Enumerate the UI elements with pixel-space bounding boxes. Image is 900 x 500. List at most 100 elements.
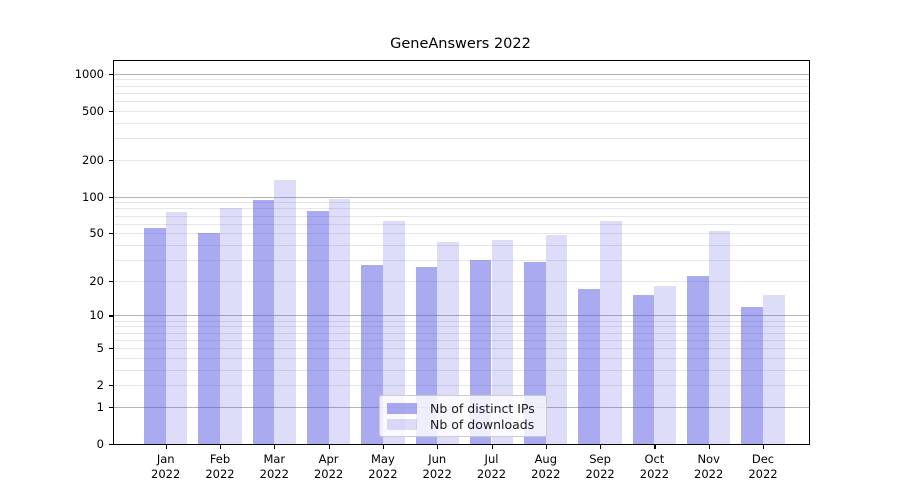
gridline-minor xyxy=(114,208,809,210)
gridline-minor xyxy=(114,92,809,94)
x-tick-mark xyxy=(763,445,765,449)
x-tick-label: Jul 2022 xyxy=(460,452,524,482)
bar-distinct-ips-may xyxy=(361,265,383,444)
x-tick-year: 2022 xyxy=(313,467,344,481)
legend-swatch-downloads xyxy=(387,418,417,430)
gridline-minor xyxy=(114,244,809,246)
gridline-minor xyxy=(114,332,809,334)
gridline-minor xyxy=(114,202,809,204)
y-tick-label: 500 xyxy=(82,103,104,118)
x-tick-mark xyxy=(600,445,602,449)
y-tick-label: 200 xyxy=(82,152,104,167)
bar-distinct-ips-jan xyxy=(144,228,166,444)
y-tick-label: 10 xyxy=(89,308,104,323)
y-tick-mark xyxy=(109,159,114,161)
y-tick-label: 2 xyxy=(96,378,104,393)
bar-distinct-ips-feb xyxy=(198,233,220,444)
plot-area: Nb of distinct IPs Nb of downloads 0 1 2 5 1… xyxy=(75,60,810,481)
legend-swatch-distinct-ips xyxy=(387,402,417,414)
y-tick-mark xyxy=(109,347,114,350)
legend-item-distinct-ips: Nb of distinct IPs xyxy=(387,400,538,416)
bar-downloads-oct xyxy=(654,286,677,444)
gridline-major xyxy=(114,315,809,317)
x-tick-label: May 2022 xyxy=(351,452,415,482)
x-tick-year: 2022 xyxy=(368,467,398,481)
bar-distinct-ips-mar xyxy=(252,200,275,444)
y-tick-mark xyxy=(109,73,114,75)
gridline-minor xyxy=(114,280,809,282)
x-tick-year: 2022 xyxy=(531,467,561,481)
bar-downloads-nov xyxy=(708,231,731,444)
x-tick-mark xyxy=(165,445,167,449)
bar-downloads-dec xyxy=(763,295,785,444)
y-tick-label: 50 xyxy=(89,226,104,241)
y-tick-mark xyxy=(109,444,114,446)
bar-distinct-ips-oct xyxy=(632,295,655,444)
x-tick-mark xyxy=(545,445,547,449)
gridline-minor xyxy=(114,85,809,87)
gridline-minor xyxy=(114,79,809,81)
x-tick-label: Feb 2022 xyxy=(188,452,252,482)
gridline-minor xyxy=(114,101,809,103)
legend-item-downloads: Nb of downloads xyxy=(387,416,538,432)
bar-distinct-ips-apr xyxy=(306,211,329,444)
y-tick-mark xyxy=(109,110,114,112)
gridline-minor xyxy=(114,215,809,217)
legend-label-distinct-ips: Nb of distinct IPs xyxy=(430,400,535,416)
bar-distinct-ips-nov xyxy=(687,275,709,444)
gridline-minor xyxy=(114,385,809,387)
x-tick-year: 2022 xyxy=(422,467,452,481)
y-tick-mark xyxy=(109,196,114,198)
bar-downloads-jan xyxy=(165,211,188,444)
x-tick-year: 2022 xyxy=(694,467,724,481)
bar-downloads-aug xyxy=(545,235,568,444)
x-tick-label: Mar 2022 xyxy=(242,452,306,482)
x-tick-label: Jan 2022 xyxy=(134,452,198,482)
bar-downloads-apr xyxy=(328,199,351,444)
x-tick-mark xyxy=(328,445,330,449)
x-tick-label: Nov 2022 xyxy=(677,452,741,482)
y-tick-mark xyxy=(109,280,114,282)
gridline-minor xyxy=(114,223,809,225)
gridline-minor xyxy=(114,369,809,371)
bar-downloads-feb xyxy=(220,208,242,444)
bar-distinct-ips-dec xyxy=(741,306,763,444)
chart-title: GeneAnswers 2022 xyxy=(390,36,531,52)
x-tick-label: Aug 2022 xyxy=(514,452,578,482)
gridline-minor xyxy=(114,320,809,322)
gridline-major xyxy=(114,196,809,198)
x-tick-mark xyxy=(382,445,385,449)
x-tick-year: 2022 xyxy=(639,467,670,481)
gridline-minor xyxy=(114,357,809,359)
y-tick-label: 5 xyxy=(96,340,104,355)
x-tick-label: Apr 2022 xyxy=(297,452,361,482)
gridline-minor xyxy=(114,122,809,124)
x-tick-mark xyxy=(220,445,222,449)
x-tick-year: 2022 xyxy=(205,467,235,481)
y-tick-label: 0 xyxy=(96,437,104,451)
gridline-minor xyxy=(114,347,809,349)
x-tick-year: 2022 xyxy=(476,467,507,481)
y-tick-label: 1 xyxy=(96,399,104,414)
bar-downloads-jun xyxy=(437,242,459,444)
y-tick-label: 100 xyxy=(82,189,104,204)
y-tick-mark xyxy=(109,233,114,235)
x-tick-mark xyxy=(491,445,493,449)
gridline-minor xyxy=(114,159,809,161)
y-tick-mark xyxy=(109,315,114,317)
x-tick-year: 2022 xyxy=(585,467,615,481)
x-tick-label: Sep 2022 xyxy=(568,452,632,482)
gridline-minor xyxy=(114,259,809,261)
gridline-major xyxy=(114,73,809,75)
gridline-minor xyxy=(114,138,809,140)
bar-downloads-mar xyxy=(274,179,296,444)
bar-downloads-sep xyxy=(600,221,622,444)
x-tick-mark xyxy=(274,445,276,449)
x-tick-mark xyxy=(437,445,439,449)
x-tick-mark xyxy=(708,445,710,449)
gridline-minor xyxy=(114,233,809,235)
y-tick-mark xyxy=(109,406,114,409)
gridline-minor xyxy=(114,110,809,112)
x-tick-year: 2022 xyxy=(259,467,289,481)
